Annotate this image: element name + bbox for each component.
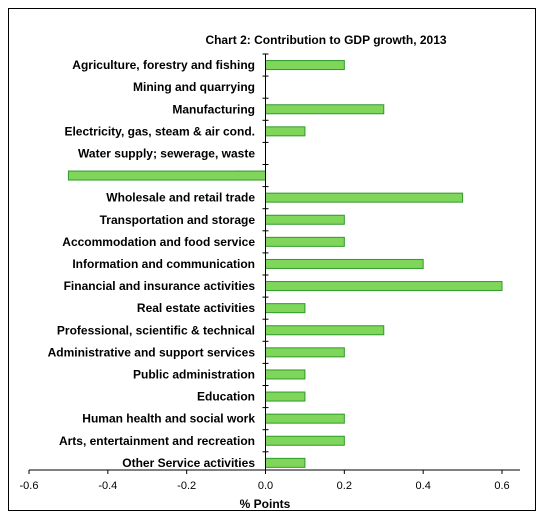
bar bbox=[265, 413, 345, 424]
category-label: Human health and social work bbox=[82, 412, 255, 426]
x-tick-labels: -0.6 -0.4 -0.2 0.0 0.2 0.4 0.6 bbox=[20, 480, 510, 492]
category-label: Education bbox=[197, 390, 255, 404]
category-label: Professional, scientific & technical bbox=[57, 323, 255, 337]
category-label: Administrative and support services bbox=[48, 345, 256, 359]
category-label: Financial and insurance activities bbox=[64, 279, 256, 293]
category-label: Agriculture, forestry and fishing bbox=[72, 58, 255, 72]
category-label: Real estate activities bbox=[137, 301, 255, 315]
bar bbox=[265, 104, 385, 115]
bar bbox=[265, 126, 306, 137]
axes bbox=[28, 53, 520, 474]
x-tick-label: -0.2 bbox=[177, 480, 196, 492]
category-label: Arts, entertainment and recreation bbox=[59, 434, 255, 448]
category-label: Mining and quarrying bbox=[133, 80, 255, 94]
category-label: Information and communication bbox=[72, 257, 255, 271]
category-label: Public administration bbox=[133, 367, 255, 381]
bar bbox=[265, 236, 345, 247]
category-label: Manufacturing bbox=[172, 102, 255, 116]
bar bbox=[67, 170, 266, 181]
category-label: Accommodation and food service bbox=[62, 235, 255, 249]
x-tick-label: 0.6 bbox=[494, 480, 509, 492]
bar bbox=[265, 457, 306, 468]
bar bbox=[265, 347, 345, 358]
x-tick-label: 0.2 bbox=[337, 480, 352, 492]
bar bbox=[265, 281, 503, 292]
category-label: Transportation and storage bbox=[100, 213, 256, 227]
category-label: Water supply; sewerage, waste bbox=[78, 146, 255, 160]
bar bbox=[265, 214, 345, 225]
category-label: Other Service activities bbox=[122, 456, 255, 470]
x-tick-label: 0.0 bbox=[258, 480, 273, 492]
bar bbox=[265, 303, 306, 314]
bar bbox=[265, 258, 424, 269]
bar bbox=[265, 391, 306, 402]
x-axis-label: % Points bbox=[240, 497, 291, 511]
chart-title: Chart 2: Contribution to GDP growth, 201… bbox=[205, 33, 446, 47]
category-label: Electricity, gas, steam & air cond. bbox=[64, 124, 255, 138]
bar bbox=[265, 192, 464, 203]
bar bbox=[265, 325, 385, 336]
category-labels: Agriculture, forestry and fishing Mining … bbox=[48, 58, 256, 470]
bar bbox=[265, 60, 345, 71]
bars bbox=[67, 60, 503, 468]
x-tick-label: 0.4 bbox=[416, 480, 431, 492]
category-label: Wholesale and retail trade bbox=[106, 191, 255, 205]
x-tick-label: -0.6 bbox=[20, 480, 39, 492]
bar bbox=[265, 435, 345, 446]
bar bbox=[265, 369, 306, 380]
x-tick-label: -0.4 bbox=[98, 480, 117, 492]
